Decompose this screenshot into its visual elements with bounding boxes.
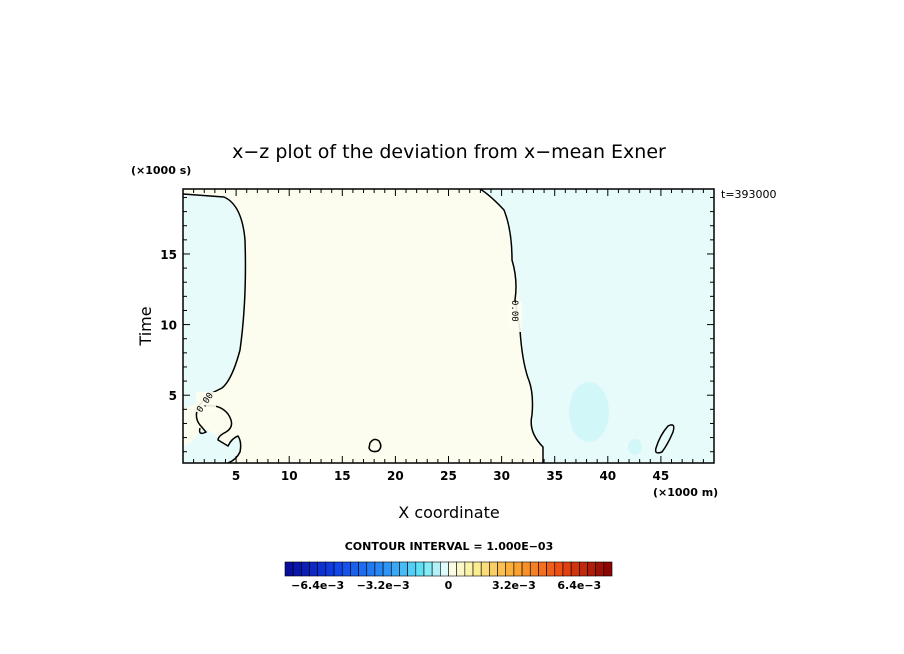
colorbar-tick-label: −3.2e−3 [357, 579, 410, 592]
colorbar-bin [415, 561, 425, 577]
colorbar-bin [554, 561, 564, 577]
colorbar-bin [301, 561, 310, 577]
y-tick-label: 5 [169, 389, 177, 403]
colorbar-bin [399, 561, 408, 577]
colorbar-tick-label: 0 [445, 579, 453, 592]
contour-loop-46 [654, 424, 675, 454]
x-axis: 5 10 15 20 25 30 35 40 45 [193, 189, 704, 483]
colorbar-bin [358, 561, 368, 577]
x-tick-label: 30 [493, 469, 510, 483]
chart-title: x−z plot of the deviation from x−mean Ex… [232, 141, 666, 163]
x-tick-label: 15 [334, 469, 351, 483]
x-unit-label: (×1000 m) [653, 486, 718, 499]
colorbar-bin [529, 561, 539, 577]
x-tick-label: 40 [599, 469, 616, 483]
colorbar-bin [505, 561, 515, 577]
y-unit-label: (×1000 s) [131, 164, 191, 177]
x-tick-label: 10 [281, 469, 298, 483]
positive-region-left-lobe [183, 402, 227, 446]
colorbar-bin [538, 561, 547, 577]
time-stamp: t=393000 [721, 188, 777, 201]
colorbar-bin [464, 561, 474, 577]
colorbar-bin [440, 561, 449, 577]
colorbar-bin [292, 561, 302, 577]
colorbar-bin [448, 561, 457, 577]
contour-labels: 0.00 0.00 [195, 300, 522, 415]
y-axis-title: Time [136, 306, 155, 346]
colorbar-bin [513, 561, 523, 577]
colorbar-tick-label: 6.4e−3 [557, 579, 601, 592]
x-axis-title: X coordinate [398, 503, 499, 522]
x-tick-label: 5 [232, 469, 240, 483]
positive-region [183, 189, 543, 463]
negative-patch-right [569, 382, 609, 442]
colorbar-bin [578, 561, 588, 577]
colorbar-bin [562, 561, 572, 577]
colorbar-bin [431, 561, 441, 577]
colorbar-bin [350, 561, 359, 577]
colorbar-bin [374, 561, 384, 577]
colorbar-bin [423, 561, 433, 577]
y-axis: 5 10 15 [160, 196, 714, 453]
contour-fills [183, 189, 714, 463]
contour-loop-18 [368, 438, 382, 453]
x-tick-label: 35 [546, 469, 563, 483]
colorbar-bin [390, 561, 400, 577]
colorbar-bin [341, 561, 351, 577]
contour-left [183, 193, 247, 394]
contour-interval-text: CONTOUR INTERVAL = 1.000E−03 [345, 540, 554, 553]
colorbar-bin [603, 561, 613, 577]
colorbar-bin [587, 561, 596, 577]
colorbar-bin [497, 561, 507, 577]
x-tick-label: 20 [387, 469, 404, 483]
colorbar-tick-label: 3.2e−3 [492, 579, 536, 592]
colorbar-bin [480, 561, 490, 577]
colorbar-bin [570, 561, 580, 577]
colorbar-bin [382, 561, 392, 577]
y-tick-label: 10 [160, 319, 177, 333]
colorbar-labels: −6.4e−3 −3.2e−3 0 3.2e−3 6.4e−3 [291, 579, 601, 592]
colorbar-bin [407, 561, 417, 577]
colorbar-bin [595, 561, 605, 577]
colorbar-bin [546, 561, 556, 577]
colorbar-bin [317, 561, 327, 577]
colorbar-tick-label: −6.4e−3 [291, 579, 344, 592]
colorbar-bin [456, 561, 466, 577]
colorbar-bin [489, 561, 498, 577]
colorbar-bin [333, 561, 343, 577]
colorbar-bin [472, 561, 482, 577]
x-tick-label: 25 [440, 469, 457, 483]
colorbar-bin [366, 561, 376, 577]
y-tick-label: 15 [160, 248, 177, 262]
colorbar [284, 561, 613, 577]
negative-patch-small [628, 439, 642, 455]
x-tick-label: 45 [653, 469, 670, 483]
colorbar-bin [325, 561, 335, 577]
colorbar-bin [521, 561, 531, 577]
colorbar-bin [309, 561, 318, 577]
contour-label-mid: 0.00 [509, 300, 519, 322]
colorbar-bin [284, 561, 294, 577]
